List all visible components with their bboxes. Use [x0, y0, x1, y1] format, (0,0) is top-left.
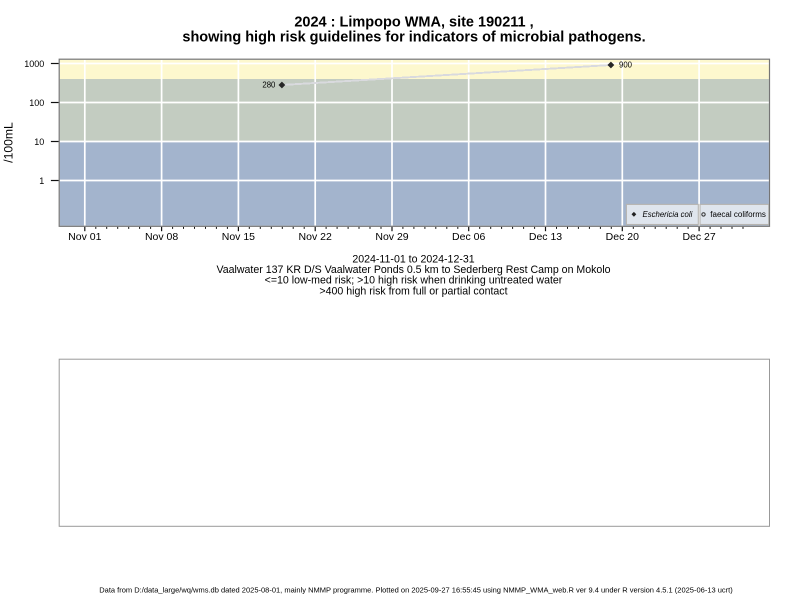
svg-text:Dec 06: Dec 06	[452, 231, 485, 243]
svg-text:<=10 low-med risk; >10 high ri: <=10 low-med risk; >10 high risk when dr…	[265, 275, 563, 287]
svg-text:Nov 08: Nov 08	[145, 231, 178, 243]
svg-text:>400 high risk from full or pa: >400 high risk from full or partial cont…	[319, 285, 507, 297]
svg-text:Nov 15: Nov 15	[222, 231, 255, 243]
svg-text:Dec 27: Dec 27	[682, 231, 715, 243]
svg-text:Eschericia coli: Eschericia coli	[643, 210, 693, 219]
svg-text:Vaalwater 137 KR D/S Vaalwater: Vaalwater 137 KR D/S Vaalwater Ponds 0.5…	[216, 264, 610, 276]
svg-text:2024-11-01 to 2024-12-31: 2024-11-01 to 2024-12-31	[352, 253, 474, 265]
svg-text:2024 : Limpopo WMA, site 19021: 2024 : Limpopo WMA, site 190211 ,	[294, 15, 533, 31]
svg-text:faecal coliforms: faecal coliforms	[710, 210, 766, 219]
svg-text:Dec 13: Dec 13	[529, 231, 562, 243]
svg-text:Nov 29: Nov 29	[375, 231, 408, 243]
svg-text:Dec 20: Dec 20	[606, 231, 639, 243]
svg-text:280: 280	[262, 81, 276, 90]
svg-text:Nov 22: Nov 22	[299, 231, 332, 243]
svg-text:1000: 1000	[24, 59, 44, 69]
svg-text:900: 900	[619, 61, 633, 70]
svg-text:1: 1	[39, 176, 44, 186]
svg-text:Nov 01: Nov 01	[68, 231, 101, 243]
svg-text:showing high risk guidelines f: showing high risk guidelines for indicat…	[182, 29, 645, 45]
svg-text:/100mL: /100mL	[1, 122, 15, 163]
svg-text:100: 100	[29, 98, 44, 108]
svg-text:Data from D:/data_large/wq/wms: Data from D:/data_large/wq/wms.db dated …	[99, 585, 733, 594]
svg-text:10: 10	[34, 137, 44, 147]
